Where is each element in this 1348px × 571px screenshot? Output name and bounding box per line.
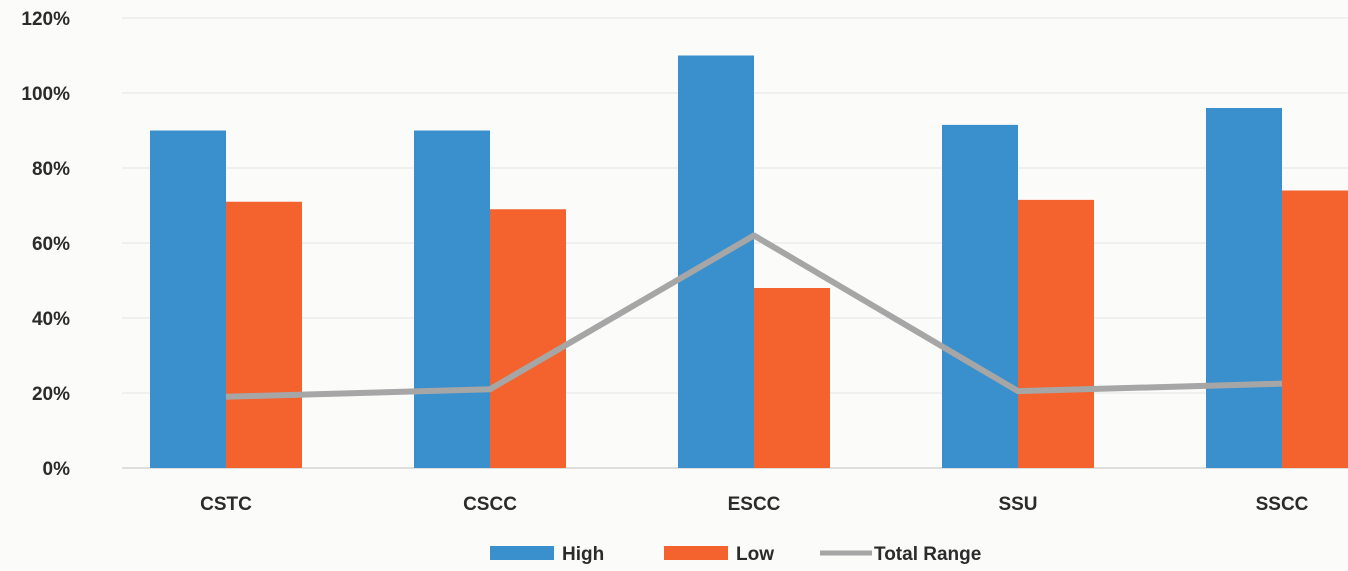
total-range-line	[225, 232, 1283, 400]
x-axis-tick-labels: CSTC CSCC ESCC SSU SSCC	[200, 494, 1309, 515]
bar-low-escc	[754, 288, 830, 468]
y-tick-label: 100%	[21, 84, 70, 105]
y-tick-label: 80%	[32, 159, 70, 180]
bar-high-cstc	[150, 130, 226, 468]
legend-label-high: High	[562, 544, 604, 565]
y-axis-tick-labels: 0% 20% 40% 60% 80% 100% 120%	[21, 9, 70, 480]
y-tick-label: 120%	[21, 9, 70, 30]
bar-low-ssu	[1018, 199, 1094, 468]
bar-high-cscc	[414, 130, 490, 468]
bar-low-cscc	[490, 209, 566, 468]
bar-low-sscc	[1282, 190, 1348, 468]
x-tick-label: CSCC	[463, 494, 517, 515]
y-tick-label: 40%	[32, 309, 70, 330]
bars	[150, 55, 1348, 468]
x-tick-label: CSTC	[200, 494, 252, 515]
legend-swatch-high	[490, 546, 554, 560]
bar-high-sscc	[1206, 108, 1282, 468]
y-tick-label: 0%	[43, 459, 71, 480]
bar-high-ssu	[942, 124, 1018, 468]
x-tick-label: SSCC	[1256, 494, 1309, 515]
legend: High Low Total Range	[490, 544, 981, 565]
legend-label-low: Low	[736, 544, 774, 565]
bar-low-cstc	[226, 201, 302, 468]
legend-swatch-low	[664, 546, 728, 560]
y-tick-label: 20%	[32, 384, 70, 405]
y-tick-label: 60%	[32, 234, 70, 255]
legend-label-total-range: Total Range	[874, 544, 981, 565]
x-tick-label: ESCC	[728, 494, 781, 515]
bar-high-escc	[678, 55, 754, 468]
x-tick-label: SSU	[998, 494, 1037, 515]
